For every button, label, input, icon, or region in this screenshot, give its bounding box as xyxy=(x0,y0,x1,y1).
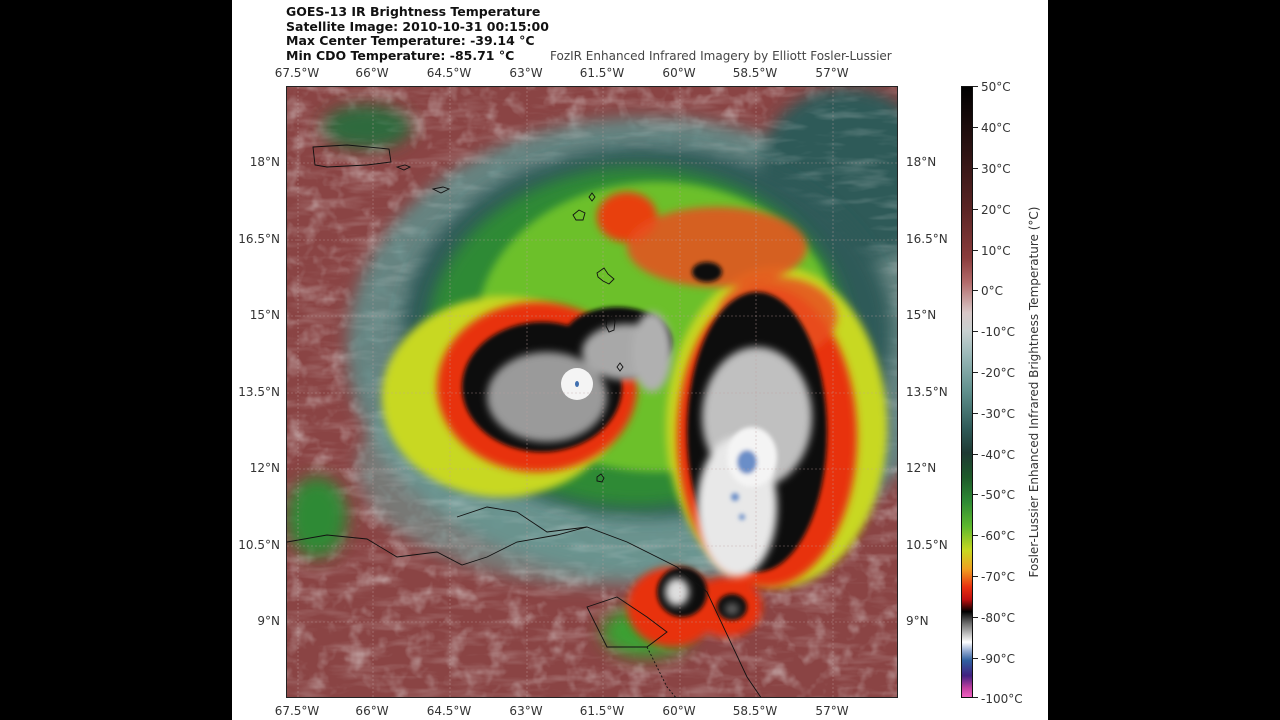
lon-tick-bottom: 57°W xyxy=(815,704,849,718)
lon-tick-top: 66°W xyxy=(355,66,389,80)
colorbar-tick xyxy=(973,168,978,169)
colorbar-tick xyxy=(973,697,978,698)
colorbar-label: -10°C xyxy=(981,325,1015,339)
lon-tick-bottom: 64.5°W xyxy=(426,704,472,718)
satellite-ir-map[interactable] xyxy=(286,86,898,698)
colorbar-tick xyxy=(973,576,978,577)
lon-tick-bottom: 61.5°W xyxy=(579,704,625,718)
lon-tick-top: 63°W xyxy=(509,66,543,80)
colorbar-tick xyxy=(973,209,978,210)
lat-tick-left: 9°N xyxy=(257,614,280,628)
colorbar-tick xyxy=(973,331,978,332)
coastlines xyxy=(287,144,762,697)
colorbar-tick xyxy=(973,454,978,455)
satellite-image-time: Satellite Image: 2010-10-31 00:15:00 xyxy=(286,18,549,34)
colorbar-tick xyxy=(973,250,978,251)
colorbar-tick xyxy=(973,535,978,536)
colorbar-label: -40°C xyxy=(981,448,1015,462)
colorbar-label: -90°C xyxy=(981,652,1015,666)
colorbar-title: Fosler-Lussier Enhanced Infrared Brightn… xyxy=(1027,206,1041,578)
lat-tick-right: 15°N xyxy=(906,308,937,322)
colorbar-label: 0°C xyxy=(981,284,1004,298)
imagery-credit: FozIR Enhanced Infrared Imagery by Ellio… xyxy=(550,49,892,63)
colorbar-tick xyxy=(973,290,978,291)
lon-tick-top: 64.5°W xyxy=(426,66,472,80)
colorbar-tick xyxy=(973,413,978,414)
graticule xyxy=(287,87,897,697)
lat-tick-left: 10.5°N xyxy=(238,538,280,552)
colorbar-label: 10°C xyxy=(981,244,1011,258)
lon-tick-top: 60°W xyxy=(662,66,696,80)
colorbar-label: -60°C xyxy=(981,529,1015,543)
lon-tick-top: 58.5°W xyxy=(732,66,778,80)
colorbar-tick xyxy=(973,86,978,87)
min-cdo-temperature: Min CDO Temperature: -85.71 °C xyxy=(286,47,515,63)
colorbar-label: -70°C xyxy=(981,570,1015,584)
lat-tick-right: 13.5°N xyxy=(906,385,948,399)
lat-tick-left: 15°N xyxy=(249,308,280,322)
lon-tick-top: 67.5°W xyxy=(274,66,320,80)
colorbar-tick xyxy=(973,127,978,128)
lon-tick-top: 61.5°W xyxy=(579,66,625,80)
colorbar-tick xyxy=(973,372,978,373)
colorbar-label: 30°C xyxy=(981,162,1011,176)
colorbar-label: -100°C xyxy=(981,692,1023,706)
lat-tick-left: 16.5°N xyxy=(238,232,280,246)
ir-imagery xyxy=(287,87,897,697)
lon-tick-bottom: 66°W xyxy=(355,704,389,718)
colorbar-label: -80°C xyxy=(981,611,1015,625)
lat-tick-right: 10.5°N xyxy=(906,538,948,552)
max-center-temperature: Max Center Temperature: -39.14 °C xyxy=(286,33,535,48)
colorbar-label: -30°C xyxy=(981,407,1015,421)
colorbar-label: 40°C xyxy=(981,121,1011,135)
lon-tick-bottom: 67.5°W xyxy=(274,704,320,718)
lat-tick-right: 18°N xyxy=(906,155,937,169)
figure-title: GOES-13 IR Brightness Temperature xyxy=(286,4,541,19)
lon-tick-bottom: 63°W xyxy=(509,704,543,718)
colorbar-tick xyxy=(973,617,978,618)
lat-tick-right: 9°N xyxy=(906,614,929,628)
lat-tick-right: 16.5°N xyxy=(906,232,948,246)
colorbar-label: 50°C xyxy=(981,80,1011,94)
lat-tick-left: 12°N xyxy=(249,461,280,475)
lon-tick-bottom: 60°W xyxy=(662,704,696,718)
temperature-colorbar xyxy=(961,86,973,698)
lon-tick-top: 57°W xyxy=(815,66,849,80)
lon-tick-bottom: 58.5°W xyxy=(732,704,778,718)
colorbar-tick xyxy=(973,658,978,659)
colorbar-tick xyxy=(973,494,978,495)
colorbar-label: -50°C xyxy=(981,488,1015,502)
colorbar-label: 20°C xyxy=(981,203,1011,217)
colorbar-label: -20°C xyxy=(981,366,1015,380)
figure-title-block: GOES-13 IR Brightness Temperature Satell… xyxy=(286,4,549,63)
lat-tick-left: 13.5°N xyxy=(238,385,280,399)
lat-tick-left: 18°N xyxy=(249,155,280,169)
lat-tick-right: 12°N xyxy=(906,461,937,475)
